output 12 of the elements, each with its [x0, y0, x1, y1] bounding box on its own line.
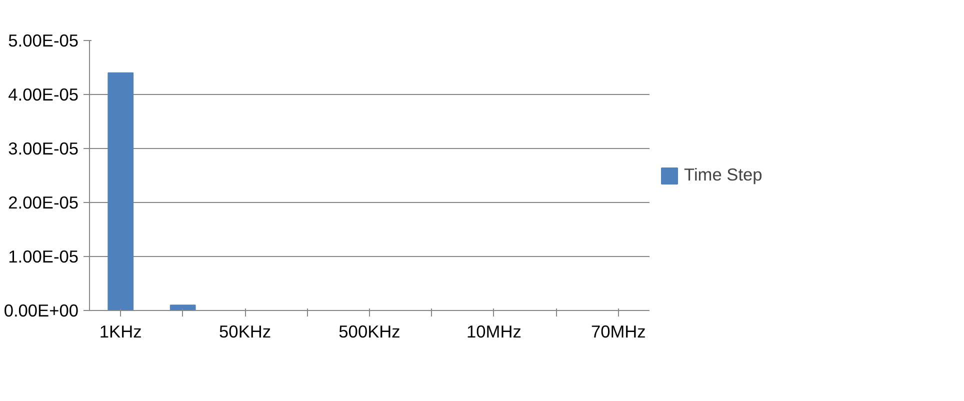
y-tick-label: 1.00E-05 [8, 246, 78, 266]
x-tick-label: 1KHz [99, 322, 142, 342]
x-tick-label: 10MHz [466, 322, 522, 342]
y-tick-label: 2.00E-05 [8, 192, 78, 212]
x-tick-label: 50KHz [219, 322, 272, 342]
x-tick-label: 70MHz [590, 322, 646, 342]
y-tick-label: 5.00E-05 [8, 30, 78, 50]
y-tick-label: 3.00E-05 [8, 138, 78, 158]
x-tick-label: 500KHz [338, 322, 400, 342]
legend-label: Time Step [684, 164, 762, 186]
y-tick-label: 4.00E-05 [8, 84, 78, 104]
y-tick-label: 0.00E+00 [4, 300, 79, 320]
